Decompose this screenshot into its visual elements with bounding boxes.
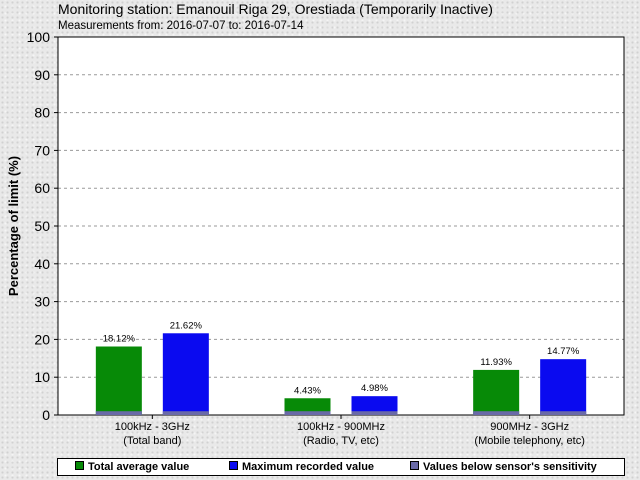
sensitivity-band-2-0 bbox=[473, 411, 520, 415]
x-tick-sublabel-0: (Total band) bbox=[123, 435, 181, 447]
chart-subtitle: Measurements from: 2016-07-07 to: 2016-0… bbox=[58, 20, 304, 32]
x-tick-sublabel-1: (Radio, TV, etc) bbox=[303, 435, 379, 447]
y-tick-label-70: 70 bbox=[34, 142, 50, 158]
y-tick-label-50: 50 bbox=[34, 218, 50, 234]
y-axis-label: Percentage of limit (%) bbox=[6, 156, 21, 296]
y-tick-label-10: 10 bbox=[34, 369, 50, 385]
data-label-1-1: 4.98% bbox=[361, 383, 388, 394]
data-label-2-0: 11.93% bbox=[480, 357, 512, 368]
bar-0-1 bbox=[162, 333, 209, 415]
legend-item-sensitivity: Values below sensor's sensitivity bbox=[410, 461, 597, 473]
y-tick-label-0: 0 bbox=[42, 407, 50, 423]
x-tick-label-0: 100kHz - 3GHz bbox=[115, 421, 190, 433]
sensitivity-band-2-1 bbox=[540, 411, 587, 415]
y-tick-label-40: 40 bbox=[34, 256, 50, 272]
y-tick-label-30: 30 bbox=[34, 294, 50, 310]
legend-swatch-maximum bbox=[229, 461, 238, 470]
x-tick-label-2: 900MHz - 3GHz bbox=[490, 421, 569, 433]
legend-swatch-sensitivity bbox=[410, 461, 419, 470]
bar-2-0 bbox=[473, 369, 520, 415]
legend-swatch-average bbox=[75, 461, 84, 470]
legend-item-maximum: Maximum recorded value bbox=[229, 461, 374, 473]
data-label-0-1: 21.62% bbox=[170, 320, 203, 331]
sensitivity-band-1-0 bbox=[284, 411, 331, 415]
data-label-1-0: 4.43% bbox=[294, 385, 321, 396]
legend-label-sensitivity: Values below sensor's sensitivity bbox=[423, 461, 597, 473]
chart-title: Monitoring station: Emanouil Riga 29, Or… bbox=[58, 1, 493, 17]
data-label-2-1: 14.77% bbox=[547, 346, 580, 357]
legend-label-maximum: Maximum recorded value bbox=[242, 461, 375, 473]
y-tick-label-20: 20 bbox=[34, 331, 50, 347]
legend: Total average value Maximum recorded val… bbox=[57, 458, 625, 476]
bar-1-1 bbox=[351, 396, 398, 415]
legend-item-average: Total average value bbox=[75, 461, 189, 473]
legend-label-average: Total average value bbox=[88, 461, 190, 473]
bar-1-0 bbox=[284, 398, 331, 415]
x-tick-label-1: 100kHz - 900MHz bbox=[297, 421, 385, 433]
y-tick-label-100: 100 bbox=[27, 29, 51, 45]
sensitivity-band-0-0 bbox=[95, 411, 142, 415]
y-tick-label-60: 60 bbox=[34, 180, 50, 196]
bar-2-1 bbox=[540, 359, 587, 415]
y-tick-label-80: 80 bbox=[34, 105, 50, 121]
sensitivity-band-1-1 bbox=[351, 411, 398, 415]
data-label-0-0: 18.12% bbox=[103, 334, 136, 345]
x-tick-sublabel-2: (Mobile telephony, etc) bbox=[474, 435, 584, 447]
sensitivity-band-0-1 bbox=[162, 411, 209, 415]
bar-0-0 bbox=[95, 346, 142, 415]
y-tick-label-90: 90 bbox=[34, 67, 50, 83]
